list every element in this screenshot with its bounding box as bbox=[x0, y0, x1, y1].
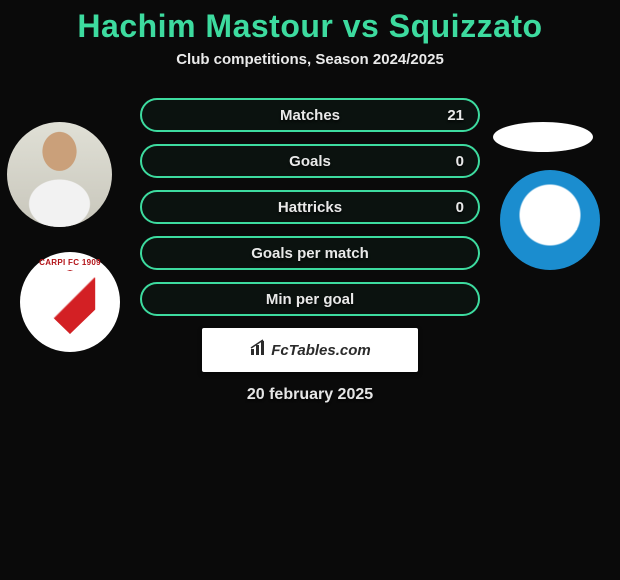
stat-row: Min per goal bbox=[140, 282, 480, 316]
club-badge-left: CARPI FC 1909 bbox=[20, 252, 120, 352]
attribution-badge: FcTables.com bbox=[202, 328, 418, 372]
stat-label: Goals bbox=[289, 153, 331, 170]
stat-row: Hattricks 0 bbox=[140, 190, 480, 224]
shield-icon bbox=[42, 270, 98, 334]
date-text: 20 february 2025 bbox=[0, 386, 620, 404]
stats-list: Matches 21 Goals 0 Hattricks 0 Goals per… bbox=[140, 98, 480, 316]
stat-row: Matches 21 bbox=[140, 98, 480, 132]
stat-label: Min per goal bbox=[266, 291, 354, 308]
stat-value-right: 21 bbox=[447, 107, 464, 124]
stat-label: Hattricks bbox=[278, 199, 342, 216]
stat-value-right: 0 bbox=[456, 153, 464, 170]
dolphin-icon bbox=[519, 200, 581, 240]
player-silhouette-icon bbox=[7, 122, 112, 227]
stat-row: Goals 0 bbox=[140, 144, 480, 178]
stat-label: Matches bbox=[280, 107, 340, 124]
comparison-card: Hachim Mastour vs Squizzato Club competi… bbox=[0, 0, 620, 580]
stat-row: Goals per match bbox=[140, 236, 480, 270]
stat-value-right: 0 bbox=[456, 199, 464, 216]
club-left-text: CARPI FC 1909 bbox=[20, 258, 120, 267]
attribution-text: FcTables.com bbox=[271, 342, 370, 359]
stat-label: Goals per match bbox=[251, 245, 369, 262]
club-badge-right bbox=[500, 170, 600, 270]
bar-chart-icon bbox=[249, 339, 267, 361]
subtitle: Club competitions, Season 2024/2025 bbox=[0, 51, 620, 68]
player-left-photo bbox=[7, 122, 112, 227]
player-right-photo bbox=[493, 122, 593, 152]
page-title: Hachim Mastour vs Squizzato bbox=[0, 8, 620, 45]
